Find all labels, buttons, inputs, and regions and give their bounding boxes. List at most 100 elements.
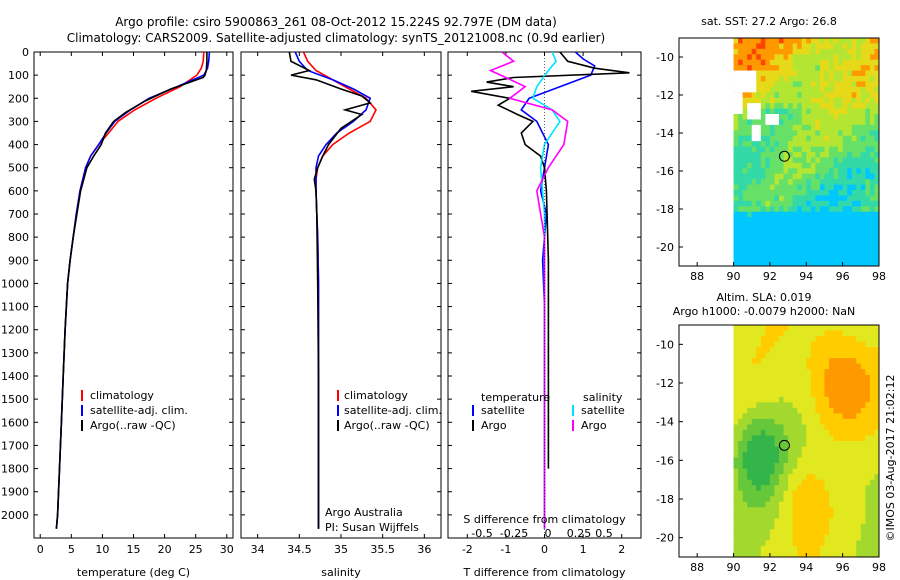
- sla_map-cell: [819, 452, 825, 458]
- sla_map-cell: [842, 369, 848, 376]
- sla_map-cell: [851, 429, 857, 436]
- sla_map-cell: [806, 529, 812, 536]
- sla_map-cell: [819, 485, 825, 492]
- sst_map-cell: [738, 249, 744, 256]
- sst-missing-patch: [751, 124, 761, 142]
- sst_map-cell: [860, 146, 866, 153]
- sla_map-cell: [865, 463, 871, 470]
- sst_map-cell: [747, 54, 753, 61]
- sst_map-cell: [751, 244, 757, 251]
- sla_map-cell: [860, 429, 866, 436]
- sst_map-cell: [788, 124, 794, 131]
- sst_map-cell: [860, 173, 866, 180]
- sst_map-cell: [838, 54, 844, 61]
- sla_map-cell: [788, 507, 794, 514]
- sst_map-cell: [869, 119, 875, 126]
- sla_map-cell: [819, 369, 825, 376]
- sst_map-cell: [829, 168, 834, 175]
- sst_map-cell: [751, 59, 757, 66]
- sla_map-cell: [865, 347, 871, 354]
- sst_map-cell: [819, 206, 825, 213]
- sst_map-cell: [742, 211, 748, 218]
- sla_map-cell: [769, 446, 775, 453]
- sst_map-cell: [810, 146, 816, 153]
- sla_map-cell: [801, 457, 807, 464]
- sst_map-cell: [860, 108, 866, 115]
- sst_map-cell: [856, 65, 862, 71]
- sst_map-cell: [842, 200, 848, 207]
- sla_map-cell: [792, 523, 798, 530]
- sst_map-cell: [733, 190, 739, 196]
- sst_map-cell: [779, 249, 784, 256]
- sla_map-cell: [738, 507, 744, 514]
- sla_map-cell: [851, 452, 857, 458]
- sst_map-cell: [851, 38, 857, 44]
- sla_map-cell: [860, 347, 866, 354]
- sst_map-cell: [810, 157, 816, 164]
- sla_map-cell: [838, 457, 844, 464]
- sla_map-cell: [751, 485, 757, 492]
- sla_map-cell: [842, 468, 848, 475]
- sla_map-cell: [860, 369, 866, 376]
- sst_map-cell: [765, 152, 771, 158]
- sst_map-cell: [865, 92, 871, 99]
- sst_map-cell: [738, 152, 744, 158]
- sla_map-cell: [788, 501, 794, 508]
- sla_map-cell: [815, 391, 821, 398]
- sla_map-cell: [779, 380, 784, 387]
- sst_map-cell: [769, 97, 775, 104]
- sst_map-cell: [765, 103, 771, 109]
- sst_map-cell: [860, 184, 866, 191]
- sla_map-cell: [865, 418, 871, 425]
- sla_map-cell: [824, 490, 830, 497]
- sst_map-cell: [842, 97, 848, 104]
- sla_map-cell: [733, 418, 739, 425]
- sla_map-cell: [869, 418, 875, 425]
- sla_map-cell: [833, 463, 839, 470]
- sst_map-cell: [869, 195, 875, 202]
- sla_map-cell: [769, 545, 775, 552]
- sst_map-cell: [838, 38, 844, 44]
- sla_map-cell: [842, 407, 848, 414]
- sla_map-cell: [733, 529, 739, 536]
- sla_map-cell: [838, 413, 844, 420]
- sla_map-cell: [847, 507, 853, 514]
- sst_map-cell: [838, 211, 844, 218]
- sla_map-cell: [833, 429, 839, 436]
- sst_map-cell: [824, 141, 830, 147]
- sla_map-cell: [756, 463, 762, 470]
- sla_map-cell: [733, 330, 739, 337]
- sla_map-cell: [756, 407, 762, 414]
- sst_map-cell: [765, 206, 771, 213]
- sla_map-cell: [810, 529, 816, 536]
- sla_map-cell: [851, 402, 857, 409]
- sla_map-xtick-label: 98: [872, 561, 886, 574]
- sst_map-cell: [856, 179, 862, 185]
- sla_map-cell: [819, 540, 825, 547]
- sst_map-cell: [797, 54, 803, 61]
- sla_map-cell: [847, 429, 853, 436]
- sla_map-cell: [788, 496, 794, 503]
- sla_map-cell: [815, 358, 821, 365]
- sla_map-cell: [733, 352, 739, 359]
- sla_map-cell: [792, 347, 798, 354]
- sst_map-cell: [779, 195, 784, 202]
- sla_map-cell: [765, 429, 771, 436]
- sla_map-cell: [842, 402, 848, 409]
- sst_map-cell: [856, 190, 862, 196]
- sla_map-cell: [829, 545, 834, 552]
- sla_map-cell: [733, 424, 739, 431]
- sst_map-cell: [797, 135, 803, 142]
- sla_map-cell: [815, 424, 821, 431]
- sst_map-cell: [765, 76, 771, 82]
- sla_map-cell: [751, 474, 757, 481]
- sla_map-cell: [751, 435, 757, 442]
- sst_map-cell: [874, 81, 880, 88]
- sla_map-cell: [838, 468, 844, 475]
- sst_map-cell: [801, 119, 807, 126]
- sst_map-cell: [801, 76, 807, 82]
- sst_map-cell: [842, 81, 848, 88]
- sla_map-cell: [806, 463, 812, 470]
